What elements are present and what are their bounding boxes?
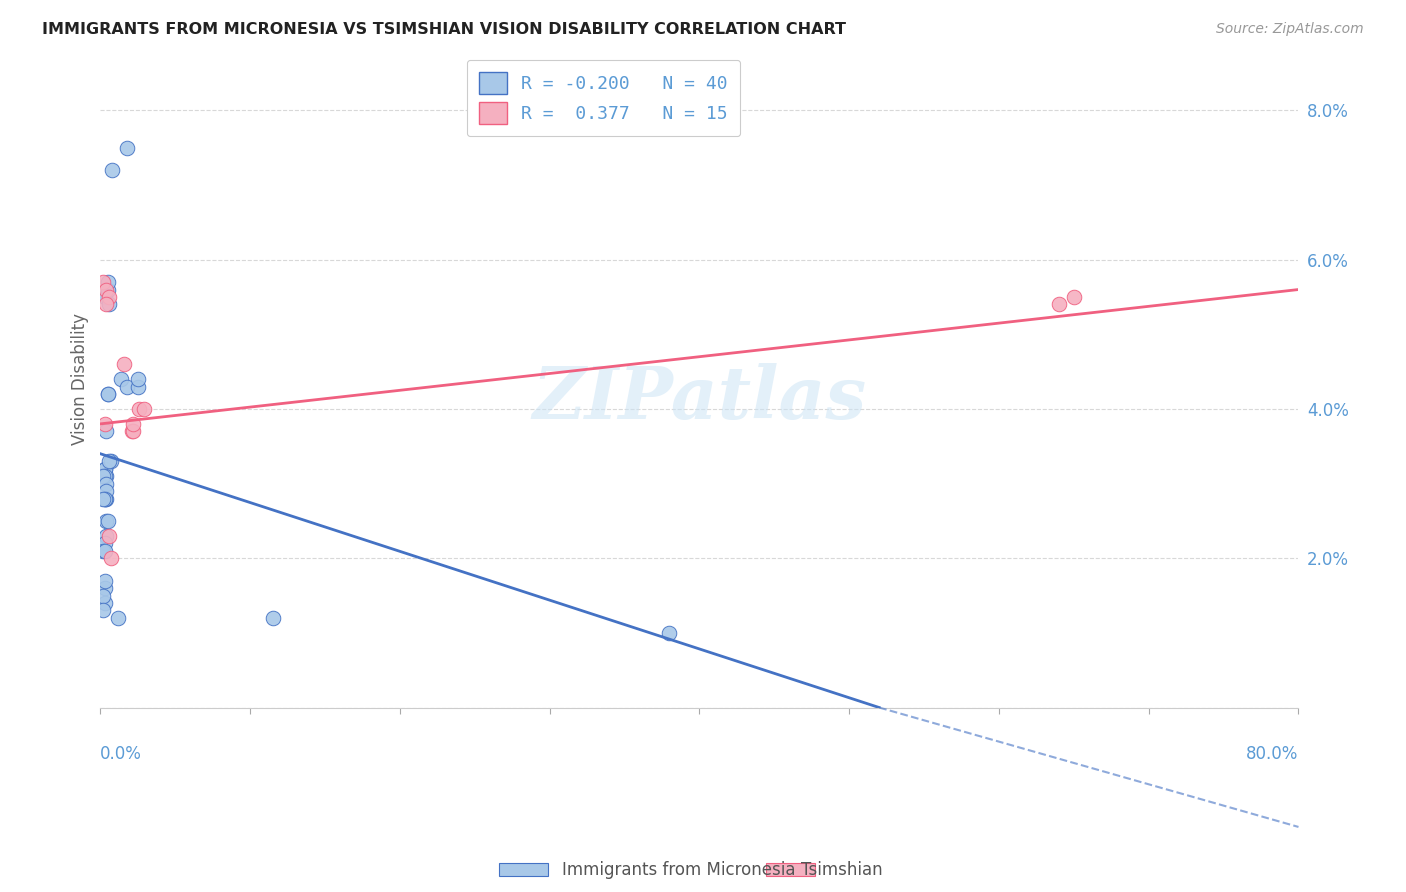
Point: [98, 290, 121, 304]
Point: [122, 417, 145, 431]
Point: [94, 574, 117, 588]
Legend: R = -0.200   N = 40, R =  0.377   N = 15: R = -0.200 N = 40, R = 0.377 N = 15: [467, 60, 741, 136]
Point: [112, 357, 135, 371]
Point: [93, 589, 115, 603]
Point: [96, 529, 118, 543]
Point: [1047, 297, 1070, 311]
Point: [117, 141, 139, 155]
Point: [96, 484, 118, 499]
Point: [96, 297, 118, 311]
Point: [94, 469, 117, 483]
Point: [117, 379, 139, 393]
Point: [107, 611, 129, 625]
Point: [97, 514, 120, 528]
Point: [94, 543, 117, 558]
Point: [94, 581, 117, 595]
Text: Source: ZipAtlas.com: Source: ZipAtlas.com: [1216, 22, 1364, 37]
Point: [100, 551, 122, 566]
Point: [128, 401, 150, 416]
Point: [121, 425, 143, 439]
Point: [96, 283, 118, 297]
Point: [96, 469, 118, 483]
Y-axis label: Vision Disability: Vision Disability: [72, 313, 89, 445]
Text: 80.0%: 80.0%: [1246, 745, 1299, 763]
Point: [110, 372, 132, 386]
Point: [93, 275, 115, 289]
Point: [93, 543, 115, 558]
Point: [94, 536, 117, 550]
Point: [100, 454, 122, 468]
Point: [98, 529, 121, 543]
Point: [98, 297, 121, 311]
Point: [94, 290, 117, 304]
Point: [1063, 290, 1085, 304]
Text: 0.0%: 0.0%: [100, 745, 142, 763]
Point: [96, 491, 118, 506]
Text: Tsimshian: Tsimshian: [801, 861, 883, 879]
Point: [96, 476, 118, 491]
Point: [262, 611, 284, 625]
Point: [98, 454, 121, 468]
Point: [93, 469, 115, 483]
Point: [101, 163, 124, 178]
Point: [127, 379, 149, 393]
Point: [97, 283, 120, 297]
Point: [97, 387, 120, 401]
Point: [94, 461, 117, 475]
Point: [94, 417, 117, 431]
Point: [97, 275, 120, 289]
Point: [122, 425, 145, 439]
Point: [93, 491, 115, 506]
Point: [94, 491, 117, 506]
Point: [132, 401, 155, 416]
Text: IMMIGRANTS FROM MICRONESIA VS TSIMSHIAN VISION DISABILITY CORRELATION CHART: IMMIGRANTS FROM MICRONESIA VS TSIMSHIAN …: [42, 22, 846, 37]
Text: ZIPatlas: ZIPatlas: [533, 363, 866, 434]
Point: [93, 603, 115, 617]
Point: [97, 387, 120, 401]
Point: [96, 514, 118, 528]
Point: [127, 372, 149, 386]
Point: [96, 425, 118, 439]
Point: [94, 461, 117, 475]
Text: Immigrants from Micronesia: Immigrants from Micronesia: [562, 861, 796, 879]
Point: [658, 626, 681, 640]
Point: [94, 491, 117, 506]
Point: [94, 596, 117, 610]
